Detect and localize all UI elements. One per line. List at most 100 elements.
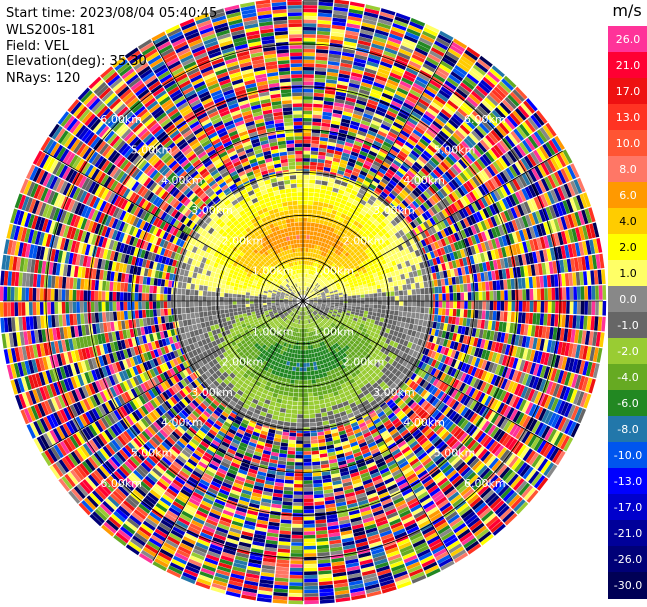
noise-gate (318, 0, 334, 3)
noise-gate (317, 23, 331, 29)
noise-gate (448, 193, 457, 203)
noise-gate (454, 129, 466, 140)
noise-gate (456, 174, 466, 185)
noise-gate (445, 122, 457, 132)
noise-gate (422, 63, 436, 73)
noise-gate (391, 26, 406, 35)
noise-gate (602, 301, 607, 316)
noise-gate (533, 131, 545, 145)
noise-gate (429, 217, 436, 226)
noise-gate (354, 164, 363, 170)
noise-gate (440, 161, 450, 171)
noise-gate (462, 169, 472, 180)
noise-gate (362, 75, 375, 82)
noise-gate (481, 281, 486, 291)
noise-gate (434, 136, 445, 146)
noise-gate (479, 102, 491, 114)
noise-gate (545, 141, 556, 156)
noise-gate (390, 68, 404, 77)
noise-gate (412, 200, 420, 209)
noise-gate (318, 151, 326, 156)
noise-gate (484, 97, 496, 109)
noise-gate (512, 110, 524, 123)
noise-gate (339, 125, 349, 131)
noise-gate (376, 71, 389, 79)
noise-gate (50, 288, 55, 301)
noise-gate (451, 179, 460, 189)
noise-gate (420, 95, 432, 104)
noise-gate (427, 144, 437, 154)
noise-gate (591, 285, 596, 300)
noise-gate (315, 52, 328, 58)
noise-gate (303, 34, 316, 38)
noise-gate (345, 97, 357, 103)
noise-gate (417, 40, 432, 50)
noise-gate (351, 68, 364, 75)
noise-gate (393, 19, 408, 28)
noise-gate (317, 27, 331, 32)
noise-gate (510, 130, 522, 144)
noise-gate (427, 174, 436, 183)
noise-gate (79, 290, 84, 301)
noise-gate (109, 311, 114, 322)
noise-gate (536, 129, 548, 143)
noise-gate (530, 133, 542, 147)
noise-gate (526, 301, 530, 312)
noise-gate (312, 476, 322, 481)
noise-gate (551, 287, 556, 300)
noise-gate (337, 80, 349, 86)
noise-gate (412, 82, 425, 92)
noise-gate (331, 24, 346, 30)
noise-gate (515, 107, 527, 121)
noise-gate (423, 165, 432, 174)
noise-gate (493, 86, 507, 99)
noise-gate (304, 538, 316, 543)
noise-gate (303, 92, 313, 97)
noise-gate (547, 288, 552, 300)
noise-gate (303, 26, 317, 31)
noise-gate (406, 28, 421, 37)
noise-gate (387, 182, 395, 190)
noise-gate (436, 178, 445, 188)
noise-gate (113, 281, 118, 292)
noise-gate (420, 153, 430, 162)
noise-gate (493, 301, 497, 311)
noise-gate (385, 82, 398, 90)
noise-gate (595, 301, 599, 316)
noise-gate (333, 102, 344, 108)
noise-gate (498, 81, 512, 94)
noise-gate (415, 76, 429, 85)
noise-gate (440, 108, 452, 119)
noise-gate (138, 284, 143, 293)
noise-gate (536, 301, 541, 313)
noise-gate (359, 85, 371, 92)
noise-gate (289, 432, 297, 437)
noise-gate (427, 82, 440, 92)
noise-gate (303, 56, 315, 60)
noise-gate (346, 165, 354, 171)
noise-gate (418, 156, 428, 165)
noise-gate (584, 286, 588, 300)
noise-gate (285, 476, 294, 481)
noise-gate (477, 142, 488, 153)
noise-gate (406, 205, 414, 213)
noise-gate (357, 40, 371, 47)
noise-gate (471, 110, 484, 122)
noise-gate (290, 560, 303, 565)
noise-gate (468, 149, 479, 160)
noise-gate (441, 286, 446, 294)
noise-gate (354, 140, 363, 147)
noise-gate (482, 301, 486, 310)
noise-gate (533, 149, 543, 163)
noise-gate (303, 494, 314, 499)
noise-gate (120, 311, 125, 321)
noise-gate (304, 571, 318, 576)
noise-gate (343, 41, 357, 47)
noise-gate (72, 302, 77, 314)
noise-gate (478, 301, 483, 310)
noise-gate (478, 310, 483, 319)
noise-gate (474, 144, 485, 156)
noise-gate (443, 54, 458, 65)
noise-gate (339, 69, 351, 76)
noise-gate (285, 472, 294, 477)
